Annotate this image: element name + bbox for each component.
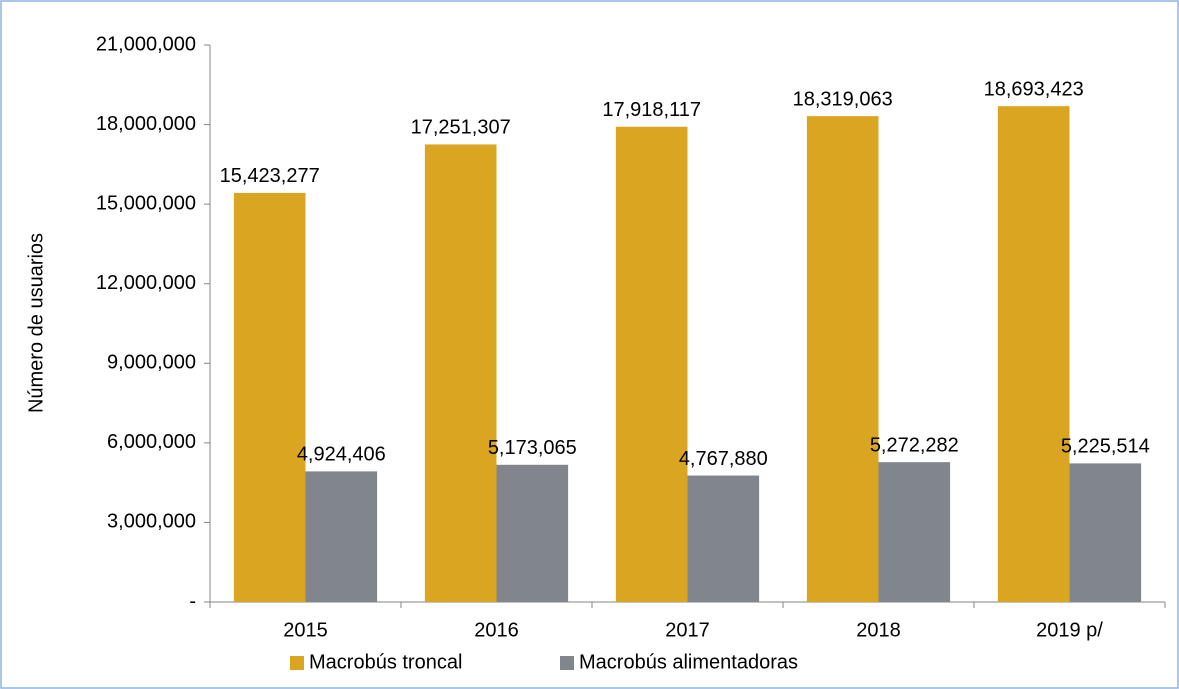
data-label: 18,319,063 (793, 88, 893, 110)
legend-swatch (560, 656, 574, 670)
y-tick-label: 9,000,000 (107, 352, 196, 374)
bar (305, 471, 378, 602)
legend-swatch (290, 656, 304, 670)
bar (878, 462, 951, 602)
x-tick-label: 2017 (665, 619, 710, 641)
data-label: 18,693,423 (984, 78, 1084, 100)
bar (615, 126, 688, 602)
y-tick-label: 21,000,000 (96, 33, 196, 55)
data-label: 4,924,406 (297, 444, 386, 466)
y-tick-label: 15,000,000 (96, 192, 196, 214)
bar (1069, 463, 1142, 602)
data-label: 15,423,277 (220, 165, 320, 187)
data-label: 17,918,117 (602, 99, 701, 121)
bar (233, 192, 306, 602)
y-tick-label: 6,000,000 (107, 431, 196, 453)
bar (806, 116, 879, 602)
y-tick-label: 3,000,000 (107, 511, 196, 533)
y-axis-title: Número de usuarios (25, 233, 47, 413)
bar (424, 144, 497, 602)
y-tick-label: 18,000,000 (96, 113, 196, 135)
data-label: 5,272,282 (870, 434, 959, 456)
bar (496, 464, 569, 602)
data-label: 5,225,514 (1061, 436, 1150, 458)
y-tick-label: - (189, 590, 196, 612)
x-tick-label: 2015 (283, 619, 328, 641)
legend-label: Macrobús troncal (309, 651, 462, 673)
y-tick-label: 12,000,000 (96, 272, 196, 294)
data-label: 4,767,880 (679, 448, 768, 470)
x-tick-label: 2018 (856, 619, 901, 641)
legend-label: Macrobús alimentadoras (579, 651, 798, 673)
bar (687, 475, 760, 602)
x-tick-label: 2019 p/ (1036, 619, 1103, 641)
data-label: 17,251,307 (411, 117, 511, 139)
bar (997, 106, 1070, 603)
data-label: 5,173,065 (488, 437, 577, 459)
x-tick-label: 2016 (474, 619, 519, 641)
